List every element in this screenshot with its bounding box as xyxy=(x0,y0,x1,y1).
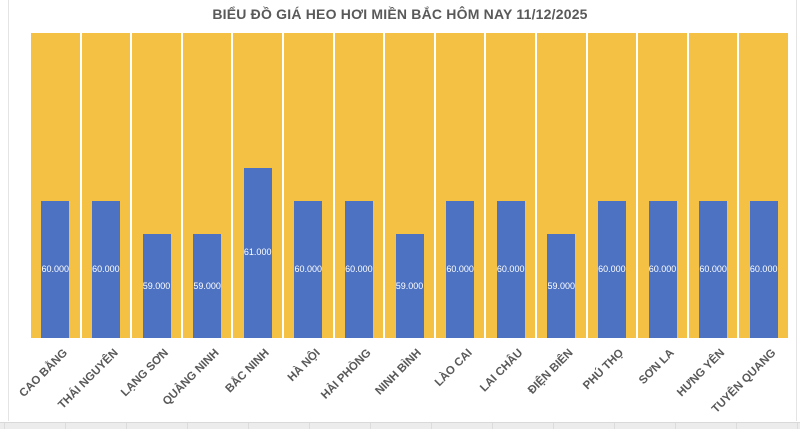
table-strip-separator xyxy=(553,423,554,429)
bar-value-label: 60.000 xyxy=(92,264,120,275)
chart-title: BIỂU ĐỒ GIÁ HEO HƠI MIỀN BẮC HÔM NAY 11/… xyxy=(212,6,588,22)
bar-value-label: 59.000 xyxy=(142,280,171,291)
price-bar: 60.000 xyxy=(446,201,475,338)
price-bar: 60.000 xyxy=(294,201,323,338)
price-bar: 60.000 xyxy=(344,201,373,338)
bar-value-label: 60.000 xyxy=(345,264,373,275)
cropped-table-strip xyxy=(0,422,800,429)
price-bar: 60.000 xyxy=(749,201,778,338)
price-bar: 61.000 xyxy=(243,167,272,338)
bar-value-label: 60.000 xyxy=(598,264,626,275)
price-bar: 59.000 xyxy=(193,234,222,338)
bar-value-label: 60.000 xyxy=(41,264,70,275)
bar-value-label: 59.000 xyxy=(547,280,576,291)
price-bar: 59.000 xyxy=(142,234,171,338)
table-strip-separator xyxy=(797,423,798,429)
price-bar: 60.000 xyxy=(41,201,70,338)
bar-value-label: 59.000 xyxy=(395,280,424,291)
table-strip-separator xyxy=(309,423,310,429)
bar-value-label: 61.000 xyxy=(243,247,272,258)
price-bar: 59.000 xyxy=(395,234,424,338)
table-strip-separator xyxy=(736,423,737,429)
bar-value-label: 60.000 xyxy=(446,264,474,275)
table-strip-separator xyxy=(65,423,66,429)
table-strip-separator xyxy=(248,423,249,429)
bar-value-label: 60.000 xyxy=(496,264,525,275)
table-strip-separator xyxy=(675,423,676,429)
bar-value-label: 60.000 xyxy=(749,264,778,275)
table-strip-separator xyxy=(431,423,432,429)
bar-value-label: 60.000 xyxy=(648,264,677,275)
table-strip-separator xyxy=(187,423,188,429)
bar-value-label: 60.000 xyxy=(699,264,727,275)
bar-value-label: 59.000 xyxy=(193,280,221,291)
price-bar: 60.000 xyxy=(496,201,525,338)
price-bar: 60.000 xyxy=(699,201,728,338)
price-bar: 59.000 xyxy=(547,234,576,338)
table-strip-separator xyxy=(126,423,127,429)
chart-right-border xyxy=(796,0,797,421)
table-strip-separator xyxy=(4,423,5,429)
table-strip-separator xyxy=(370,423,371,429)
table-strip-separator xyxy=(492,423,493,429)
table-strip-separator xyxy=(614,423,615,429)
price-bar: 60.000 xyxy=(648,201,677,338)
bar-value-label: 60.000 xyxy=(294,264,323,275)
chart-left-border xyxy=(8,0,9,421)
price-bar: 60.000 xyxy=(91,201,120,338)
price-bar: 60.000 xyxy=(597,201,626,338)
plot-area: 60.000 60.000 59.000 59.000 61.000 60.000 60.0… xyxy=(31,33,790,338)
